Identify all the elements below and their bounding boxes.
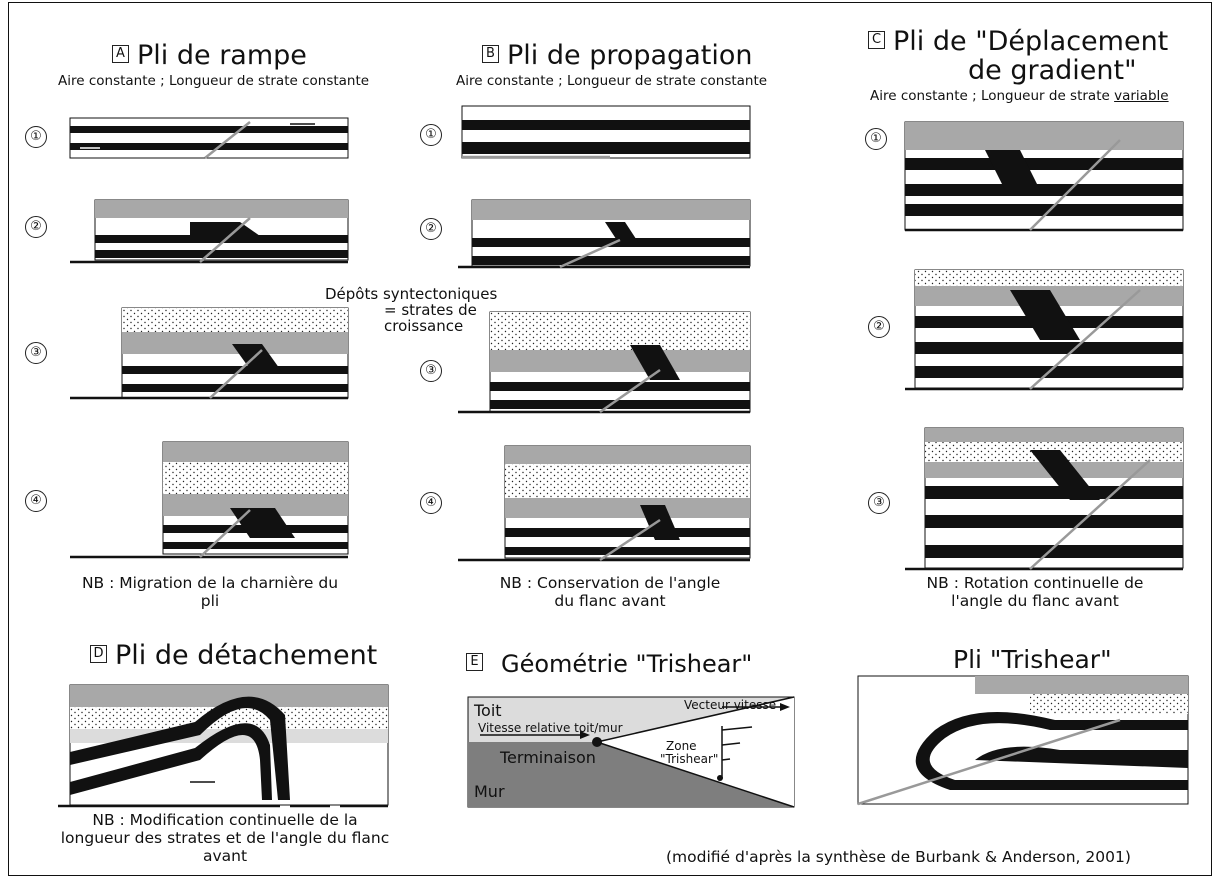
panel-b-step-1	[461, 105, 751, 159]
step-number: ②	[420, 218, 442, 240]
panel-f-title: Pli "Trishear"	[953, 645, 1112, 674]
annotation-line1: Dépôts syntectoniques	[325, 285, 498, 303]
panel-c-letter: C	[868, 30, 885, 49]
panel-b-subtitle: Aire constante ; Longueur de strate cons…	[456, 73, 768, 89]
panel-b-letter: B	[482, 44, 499, 63]
step-number: ④	[25, 490, 47, 512]
panel-a-step-2	[70, 199, 349, 264]
panel-b-step-4	[458, 445, 751, 562]
panel-c-title-line2: de gradient"	[968, 55, 1137, 86]
step-number: ③	[420, 360, 442, 382]
panel-a-subtitle: Aire constante ; Longueur de strate cons…	[58, 73, 370, 89]
panel-e-title: E Géométrie "Trishear"	[466, 652, 752, 676]
label-terminaison: Terminaison	[500, 748, 596, 767]
step-number: ④	[420, 492, 442, 514]
panel-b-note: NB : Conservation de l'angle du flanc av…	[499, 574, 721, 610]
panel-d-note: NB : Modification continuelle de la long…	[60, 811, 390, 865]
panel-b-step-3	[458, 311, 751, 414]
annotation-line3: croissance	[384, 317, 464, 335]
step-number: ①	[865, 128, 887, 150]
label-mur: Mur	[474, 782, 505, 801]
step-number: ②	[25, 216, 47, 238]
step-number: ①	[420, 124, 442, 146]
panel-c-title: C Pli de "Déplacement	[868, 28, 1168, 55]
step-number: ②	[868, 316, 890, 338]
panel-c-note: NB : Rotation continuelle de l'angle du …	[926, 574, 1144, 610]
step-number: ③	[868, 492, 890, 514]
figure-frame	[8, 2, 1212, 876]
panel-c-step-2	[905, 269, 1184, 391]
panel-d-title: D Pli de détachement	[90, 642, 377, 669]
panel-a-letter: A	[112, 44, 129, 63]
panel-a-step-3	[70, 307, 349, 400]
panel-a-title: A Pli de rampe	[112, 42, 307, 69]
label-vecteur-vitesse: Vecteur vitesse	[684, 698, 777, 712]
label-toit: Toit	[474, 701, 502, 720]
label-vitesse-relative: Vitesse relative toit/mur	[478, 721, 623, 735]
panel-d-block	[58, 684, 389, 808]
source-credit: (modifié d'après la synthèse de Burbank …	[666, 848, 1131, 866]
panel-e-letter: E	[466, 653, 483, 671]
panel-b-step-2	[458, 199, 751, 269]
label-zone: Zone	[666, 739, 697, 753]
panel-c-step-1	[904, 121, 1184, 232]
step-number: ①	[25, 126, 47, 148]
annotation-line2: = strates de	[384, 301, 477, 319]
label-trishear-zone: "Trishear"	[660, 752, 719, 766]
panel-d-letter: D	[90, 644, 107, 663]
panel-c-subtitle: Aire constante ; Longueur de strate vari…	[870, 88, 1169, 104]
panel-e-trishear-geometry	[467, 696, 795, 808]
step-number: ③	[25, 342, 47, 364]
panel-a-step-4	[70, 441, 349, 559]
panel-f-trishear-fold	[857, 675, 1189, 806]
panel-a-note: NB : Migration de la charnière du pli	[81, 574, 339, 610]
panel-b-title: B Pli de propagation	[482, 42, 752, 69]
panel-c-step-3	[905, 427, 1184, 571]
panel-a-step-1	[69, 117, 349, 159]
